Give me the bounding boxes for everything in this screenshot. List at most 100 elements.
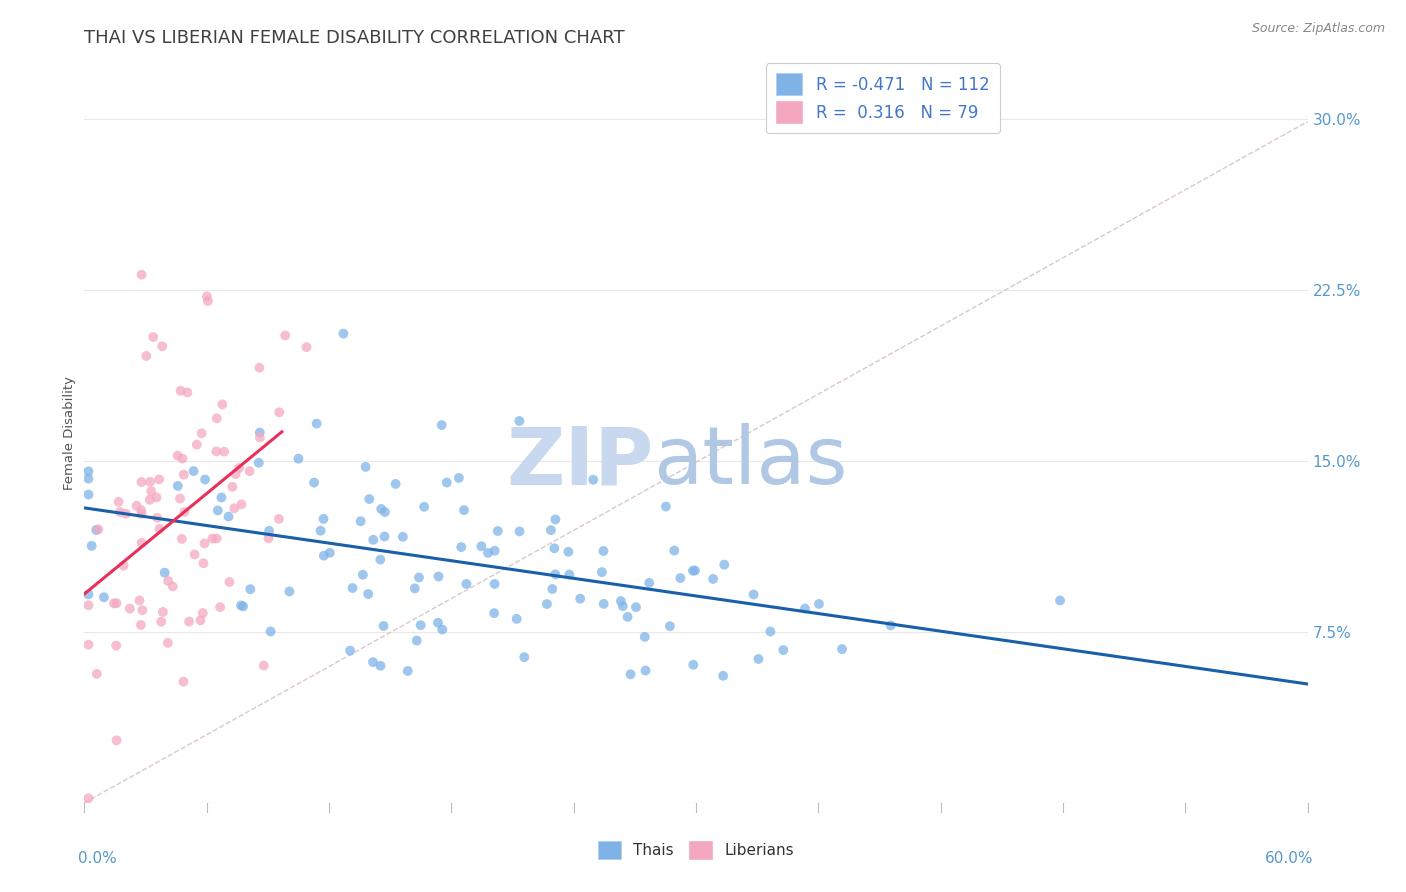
Point <box>879 618 901 632</box>
Point <box>142 330 165 344</box>
Point <box>396 664 419 678</box>
Point <box>166 479 188 493</box>
Point <box>148 522 170 536</box>
Point <box>772 643 794 657</box>
Point <box>112 558 135 573</box>
Point <box>287 451 309 466</box>
Point <box>231 497 253 511</box>
Point <box>332 326 354 341</box>
Point <box>484 577 506 591</box>
Point <box>87 522 110 536</box>
Point <box>319 546 342 560</box>
Point <box>152 605 174 619</box>
Point <box>359 491 381 506</box>
Point <box>105 639 128 653</box>
Point <box>212 444 235 458</box>
Point <box>131 603 153 617</box>
Point <box>249 430 271 444</box>
Point <box>361 533 384 547</box>
Point <box>118 601 141 615</box>
Point <box>682 564 704 578</box>
Point <box>430 418 453 433</box>
Point <box>453 503 475 517</box>
Point <box>131 507 153 521</box>
Point <box>702 572 724 586</box>
Point <box>558 567 581 582</box>
Point <box>211 397 233 411</box>
Point <box>128 593 150 607</box>
Point <box>508 414 530 428</box>
Point <box>172 674 194 689</box>
Point <box>201 532 224 546</box>
Point <box>349 514 371 528</box>
Point <box>205 444 228 458</box>
Point <box>77 472 100 486</box>
Point <box>664 543 686 558</box>
Point <box>172 451 194 466</box>
Text: 60.0%: 60.0% <box>1265 851 1313 866</box>
Point <box>373 619 395 633</box>
Point <box>103 596 125 610</box>
Point <box>86 666 108 681</box>
Point <box>711 669 734 683</box>
Point <box>582 473 605 487</box>
Text: Source: ZipAtlas.com: Source: ZipAtlas.com <box>1251 22 1385 36</box>
Point <box>470 539 492 553</box>
Point <box>193 536 215 550</box>
Point <box>197 293 219 308</box>
Point <box>77 464 100 478</box>
Point <box>139 475 162 489</box>
Point <box>509 524 531 539</box>
Point <box>634 664 657 678</box>
Point <box>384 477 406 491</box>
Point <box>450 540 472 554</box>
Point <box>354 459 377 474</box>
Point <box>229 599 252 613</box>
Point <box>225 467 247 482</box>
Point <box>278 584 301 599</box>
Point <box>232 599 254 614</box>
Point <box>557 545 579 559</box>
Point <box>543 541 565 556</box>
Point <box>131 536 153 550</box>
Point <box>357 587 380 601</box>
Point <box>482 606 505 620</box>
Point <box>190 613 212 627</box>
Point <box>129 503 152 517</box>
Point <box>173 505 195 519</box>
Point <box>269 405 291 419</box>
Point <box>207 503 229 517</box>
Point <box>129 618 152 632</box>
Point <box>544 512 567 526</box>
Point <box>312 549 335 563</box>
Point <box>342 581 364 595</box>
Point <box>169 491 191 506</box>
Text: 0.0%: 0.0% <box>79 851 117 866</box>
Point <box>138 492 160 507</box>
Point <box>228 461 250 475</box>
Point <box>305 417 328 431</box>
Point <box>193 556 215 570</box>
Point <box>592 597 614 611</box>
Point <box>170 532 193 546</box>
Point <box>173 467 195 482</box>
Point <box>239 464 262 478</box>
Point <box>77 638 100 652</box>
Point <box>141 484 163 499</box>
Point <box>616 610 638 624</box>
Point <box>486 524 509 538</box>
Point <box>742 587 765 601</box>
Point <box>541 582 564 596</box>
Point <box>176 385 198 400</box>
Point <box>260 624 283 639</box>
Legend: Thais, Liberians: Thais, Liberians <box>592 835 800 865</box>
Point <box>249 360 271 375</box>
Text: atlas: atlas <box>654 423 848 501</box>
Point <box>253 658 276 673</box>
Point <box>77 791 100 805</box>
Point <box>513 650 536 665</box>
Point <box>157 574 180 588</box>
Point <box>405 633 427 648</box>
Point <box>747 652 769 666</box>
Point <box>655 500 678 514</box>
